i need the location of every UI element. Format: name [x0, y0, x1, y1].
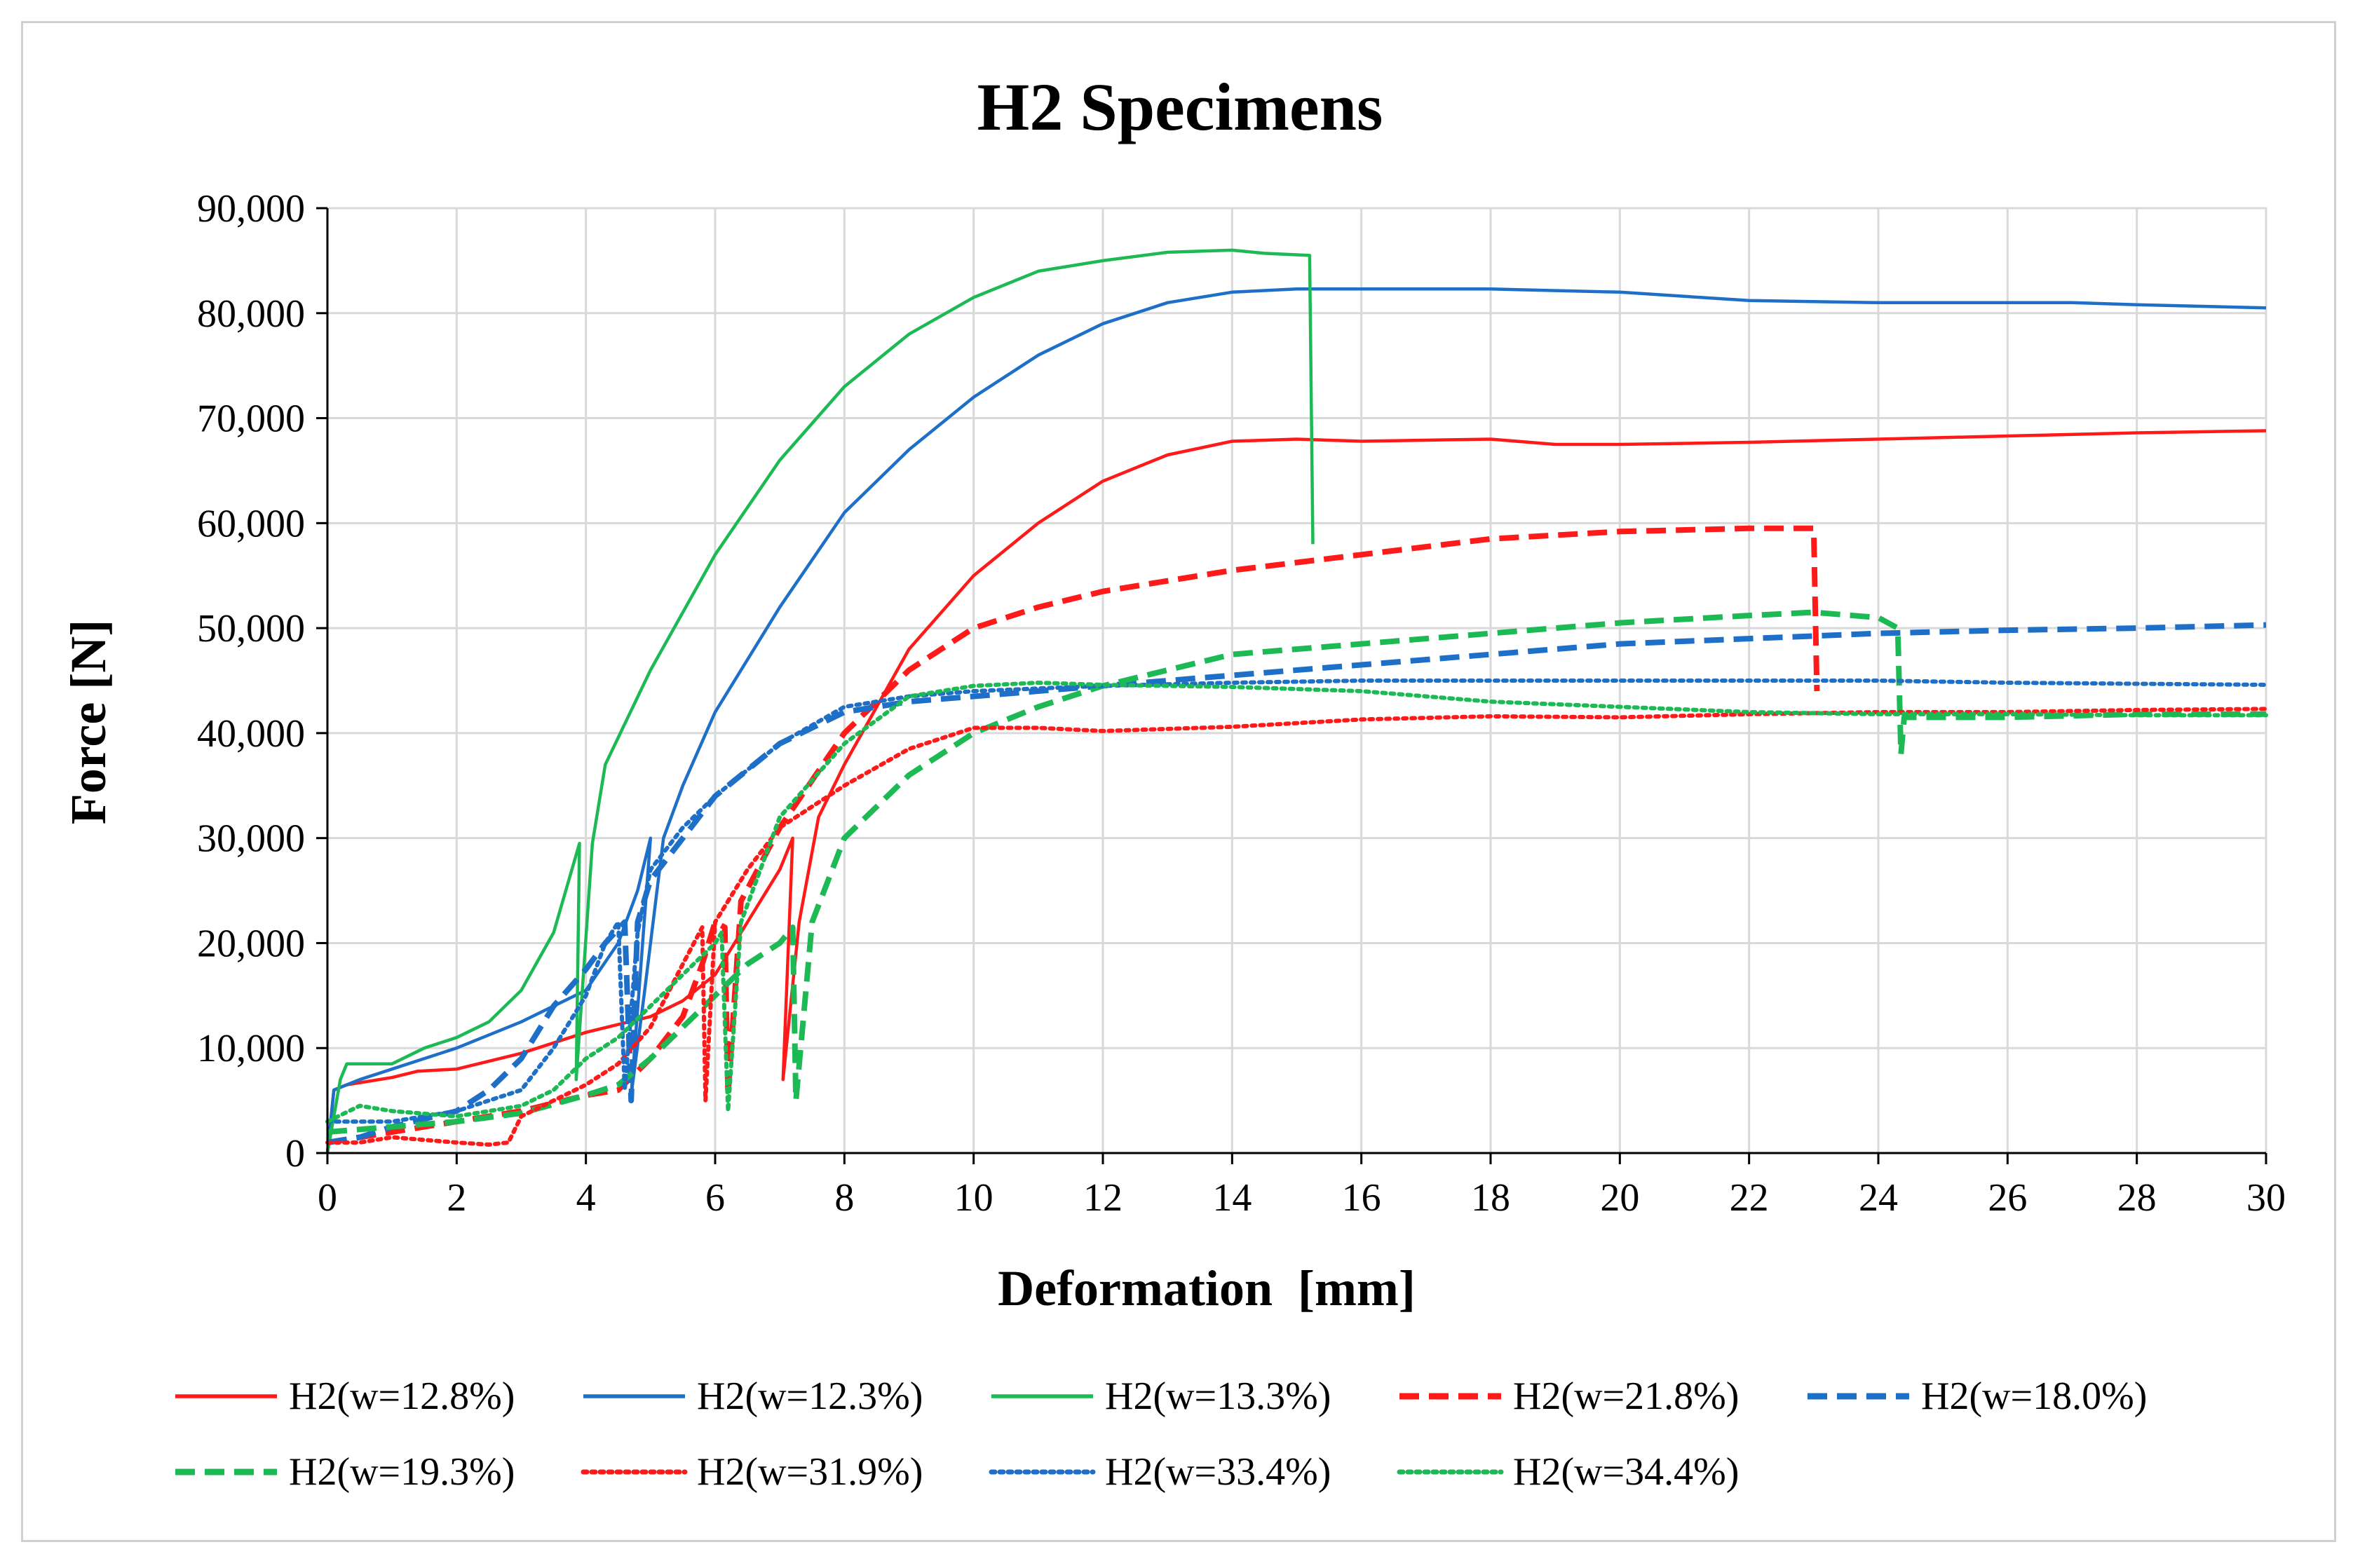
series-layer	[325, 248, 2268, 1154]
series-line-3	[325, 248, 1315, 1154]
y-tick-label: 0	[285, 1132, 305, 1175]
x-tick-label: 6	[705, 1176, 725, 1220]
axes: 0 2 4 6 8 10 12 14 16 18 20 22 24 26 28 30010,00020,000…	[197, 187, 2286, 1220]
legend-label-3: H2(w=13.3%)	[1105, 1375, 1331, 1418]
legend-label-2: H2(w=12.3%)	[697, 1375, 923, 1418]
legend-label-9: H2(w=34.4%)	[1513, 1450, 1739, 1494]
x-tick-label: 30	[2246, 1176, 2286, 1220]
y-tick-label: 70,000	[197, 397, 305, 441]
x-tick-label: 2	[447, 1176, 466, 1220]
legend: H2(w=12.8%) H2(w=12.3%) H2(w=13.3%) H2(w=21…	[175, 1375, 2147, 1494]
x-tick-label: 28	[2117, 1176, 2157, 1220]
y-tick-label: 80,000	[197, 292, 305, 336]
y-tick-label: 60,000	[197, 502, 305, 545]
chart-title: H2 Specimens	[977, 69, 1383, 144]
x-tick-label: 8	[834, 1176, 854, 1220]
x-tick-label: 18	[1471, 1176, 1510, 1220]
legend-label-8: H2(w=33.4%)	[1105, 1450, 1331, 1494]
series-line-2	[325, 287, 2267, 1154]
legend-label-6: H2(w=19.3%)	[289, 1450, 515, 1494]
legend-label-4: H2(w=21.8%)	[1513, 1375, 1739, 1418]
x-tick-label: 22	[1730, 1176, 1769, 1220]
series-line-6	[327, 609, 2266, 1135]
x-tick-label: 16	[1342, 1176, 1381, 1220]
series-line-7	[325, 707, 2268, 1147]
y-tick-label: 40,000	[197, 712, 305, 756]
x-tick-label: 14	[1212, 1176, 1252, 1220]
y-tick-label: 10,000	[197, 1027, 305, 1070]
y-tick-label: 90,000	[197, 187, 305, 231]
legend-label-1: H2(w=12.8%)	[289, 1375, 515, 1418]
x-tick-label: 4	[576, 1176, 596, 1220]
y-axis-label: Force [N]	[60, 620, 116, 825]
x-tick-label: 26	[1988, 1176, 2027, 1220]
y-tick-label: 30,000	[197, 817, 305, 861]
x-axis-label: Deformation [mm]	[998, 1260, 1416, 1316]
x-tick-label: 20	[1600, 1176, 1639, 1220]
y-tick-label: 50,000	[197, 607, 305, 650]
series-line-1	[325, 429, 2267, 1154]
x-tick-label: 24	[1859, 1176, 1898, 1220]
x-tick-label: 12	[1083, 1176, 1123, 1220]
series-line-8	[325, 679, 2268, 1124]
series-line-9	[325, 681, 2268, 1124]
legend-label-7: H2(w=31.9%)	[697, 1450, 923, 1494]
x-tick-label: 10	[954, 1176, 993, 1220]
x-tick-label: 0	[318, 1176, 337, 1220]
legend-label-5: H2(w=18.0%)	[1921, 1375, 2147, 1418]
y-tick-label: 20,000	[197, 922, 305, 965]
chart-frame	[21, 21, 2336, 1542]
